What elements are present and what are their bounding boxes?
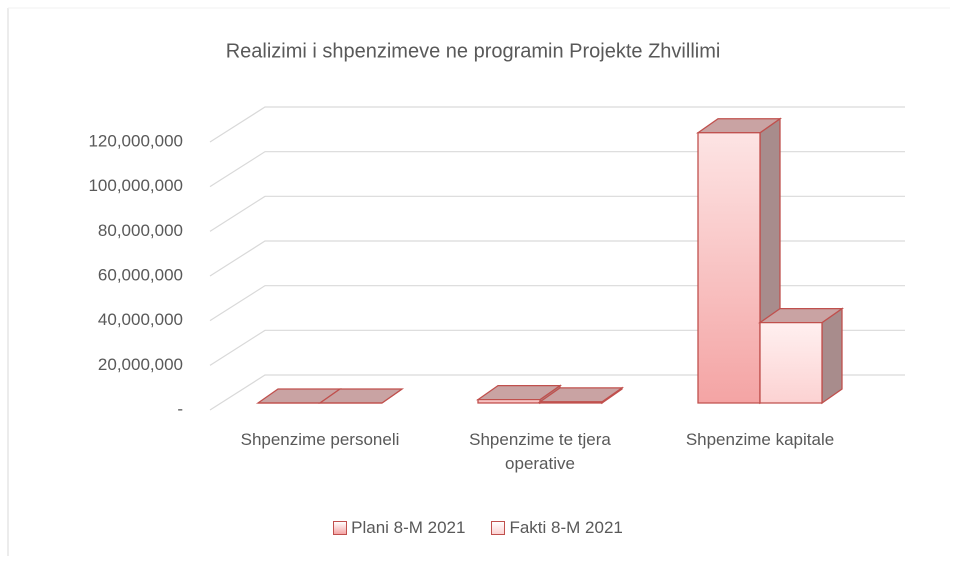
bar: [757, 307, 845, 405]
x-tick-label: Shpenzime kapitale: [685, 430, 835, 449]
legend-label: Fakti 8-M 2021: [509, 518, 623, 537]
legend-item: Fakti 8-M 2021: [491, 518, 623, 538]
legend-swatch: [333, 521, 348, 535]
y-tick-label: 60,000,000: [98, 265, 183, 284]
legend-swatch: [491, 521, 506, 535]
bar-side: [821, 307, 843, 405]
chart-title: Realizimi i shpenzimeve ne programin Pro…: [226, 40, 721, 62]
y-tick-label: 80,000,000: [98, 221, 183, 240]
grid-line: [209, 240, 905, 277]
y-tick-label: 120,000,000: [88, 131, 183, 150]
bar-front: [697, 132, 761, 404]
bar-front: [477, 399, 541, 404]
grid-line: [209, 151, 905, 188]
bar: [537, 386, 625, 405]
bar-front: [539, 401, 603, 404]
bar: [317, 388, 405, 404]
legend-item: Plani 8-M 2021: [333, 518, 465, 538]
grid-line: [209, 195, 905, 232]
y-tick-label: 20,000,000: [98, 355, 183, 374]
legend: Plani 8-M 2021 Fakti 8-M 2021: [0, 518, 956, 538]
grid-line: [209, 329, 905, 366]
grid-line: [209, 106, 905, 143]
x-tick-label: Shpenzime te tjera operative: [469, 430, 611, 473]
y-tick-label: -: [177, 399, 183, 418]
y-tick-label: 100,000,000: [88, 176, 183, 195]
x-tick-label: Shpenzime personeli: [240, 430, 400, 449]
grid-line: [209, 374, 905, 411]
grid-line: [209, 285, 905, 322]
bar-front: [759, 321, 823, 404]
y-tick-label: 40,000,000: [98, 310, 183, 329]
legend-label: Plani 8-M 2021: [351, 518, 466, 537]
